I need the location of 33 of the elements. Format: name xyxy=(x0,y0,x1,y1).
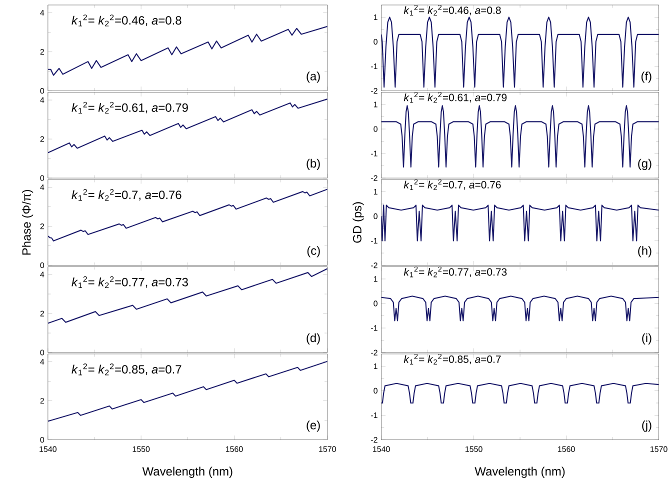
annotation: (f) xyxy=(641,72,652,83)
annotation: (h) xyxy=(638,246,652,258)
line-series xyxy=(381,296,659,322)
text: k$_{1}$$^{2}$= k$_{2}$$^{2}$=0.77, a=0.73 xyxy=(72,276,188,288)
text: k$_{1}$$^{2}$= k$_{2}$$^{2}$=0.7, a=0.76 xyxy=(72,189,182,201)
annotation: (g) xyxy=(638,158,652,170)
annotation: (j) xyxy=(642,420,652,432)
text: k$_{1}$$^{2}$= k$_{2}$$^{2}$=0.85, a=0.7 xyxy=(404,354,501,364)
text: k$_{1}$$^{2}$= k$_{2}$$^{2}$=0.85, a=0.7 xyxy=(72,364,182,376)
annotation: (i) xyxy=(642,333,652,344)
line-series xyxy=(48,268,328,324)
line-series xyxy=(48,360,328,422)
x-axis-title: Wavelength (nm) xyxy=(142,466,232,478)
line-series xyxy=(48,98,328,154)
line-series xyxy=(381,16,659,88)
text: k$_{1}$$^{2}$= k$_{2}$$^{2}$=0.46, a=0.8 xyxy=(72,14,182,26)
y-axis-title: GD (ps) xyxy=(352,202,364,243)
annotation: (a) xyxy=(306,72,320,83)
line-series xyxy=(381,382,659,404)
annotation: (d) xyxy=(306,333,320,344)
text: k$_{1}$$^{2}$= k$_{2}$$^{2}$=0.61, a=0.79 xyxy=(404,92,507,103)
x-axis-title: Wavelength (nm) xyxy=(474,466,565,478)
text: k$_{1}$$^{2}$= k$_{2}$$^{2}$=0.7, a=0.76 xyxy=(404,179,501,190)
line-series xyxy=(381,105,659,168)
y-axis-title: Phase (Φ/π) xyxy=(22,190,34,255)
annotation: (e) xyxy=(306,420,320,432)
annotation: (b) xyxy=(306,158,320,170)
text: k$_{1}$$^{2}$= k$_{2}$$^{2}$=0.46, a=0.8 xyxy=(404,4,501,16)
line-series xyxy=(48,188,328,242)
text: k$_{1}$$^{2}$= k$_{2}$$^{2}$=0.77, a=0.73 xyxy=(404,266,507,278)
line-series xyxy=(381,204,659,242)
annotation: (c) xyxy=(307,246,320,258)
text: k$_{1}$$^{2}$= k$_{2}$$^{2}$=0.61, a=0.79 xyxy=(72,102,188,114)
